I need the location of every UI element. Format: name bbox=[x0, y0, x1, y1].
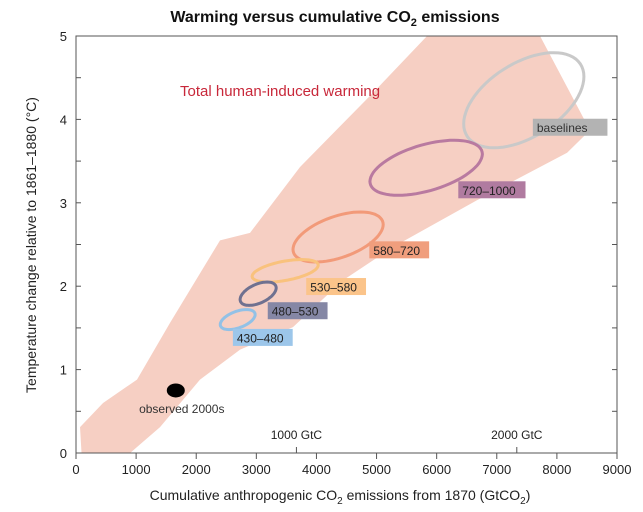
y-tick-label: 4 bbox=[60, 112, 67, 127]
x-tick-label: 4000 bbox=[302, 462, 331, 477]
x-tick-label: 2000 bbox=[182, 462, 211, 477]
scenario-label: 530–580 bbox=[310, 281, 357, 295]
scenario-label: 580–720 bbox=[373, 244, 420, 258]
observed-point bbox=[166, 383, 185, 398]
y-tick-label: 2 bbox=[60, 279, 67, 294]
y-tick-label: 3 bbox=[60, 196, 67, 211]
scenario-label: 430–480 bbox=[237, 331, 284, 345]
y-tick-label: 5 bbox=[60, 29, 67, 44]
x-tick-label: 1000 bbox=[122, 462, 151, 477]
plume-label: Total human-induced warming bbox=[180, 83, 380, 100]
gtc-tick-label: 1000 GtC bbox=[271, 428, 323, 442]
scenario-label: 720–1000 bbox=[462, 184, 516, 198]
scenario-ellipse-580–720 bbox=[291, 210, 385, 264]
x-axis-label: Cumulative anthropogenic CO2 emissions f… bbox=[150, 487, 531, 507]
scenario-ellipse-720–1000 bbox=[368, 138, 484, 197]
scenario-label-box bbox=[232, 328, 293, 346]
scenario-label-box bbox=[306, 278, 367, 296]
scenario-label-box bbox=[458, 181, 526, 199]
x-tick-label: 5000 bbox=[362, 462, 391, 477]
y-tick-label: 0 bbox=[60, 446, 67, 461]
x-tick-label: 7000 bbox=[482, 462, 511, 477]
scenario-label-box bbox=[267, 302, 328, 320]
gtc-tick-label: 2000 GtC bbox=[491, 428, 543, 442]
y-axis-label: Temperature change relative to 1861–1880… bbox=[23, 97, 39, 393]
scenario-ellipse-530–580 bbox=[250, 257, 320, 284]
scenario-ellipse-480–530 bbox=[238, 280, 278, 307]
observed-label: observed 2000s bbox=[139, 402, 224, 416]
x-tick-label: 0 bbox=[72, 462, 79, 477]
x-tick-label: 8000 bbox=[542, 462, 571, 477]
scenario-label: 480–530 bbox=[272, 305, 319, 319]
y-tick-label: 1 bbox=[60, 363, 67, 378]
chart-title: Warming versus cumulative CO2 emissions bbox=[170, 9, 499, 29]
scenario-label-box bbox=[369, 241, 430, 259]
x-tick-label: 6000 bbox=[422, 462, 451, 477]
scenario-label-box bbox=[532, 118, 608, 136]
scenario-label: baselines bbox=[537, 121, 588, 135]
x-tick-label: 3000 bbox=[242, 462, 271, 477]
x-tick-label: 9000 bbox=[603, 462, 632, 477]
scenario-ellipse-430–480 bbox=[218, 308, 257, 332]
